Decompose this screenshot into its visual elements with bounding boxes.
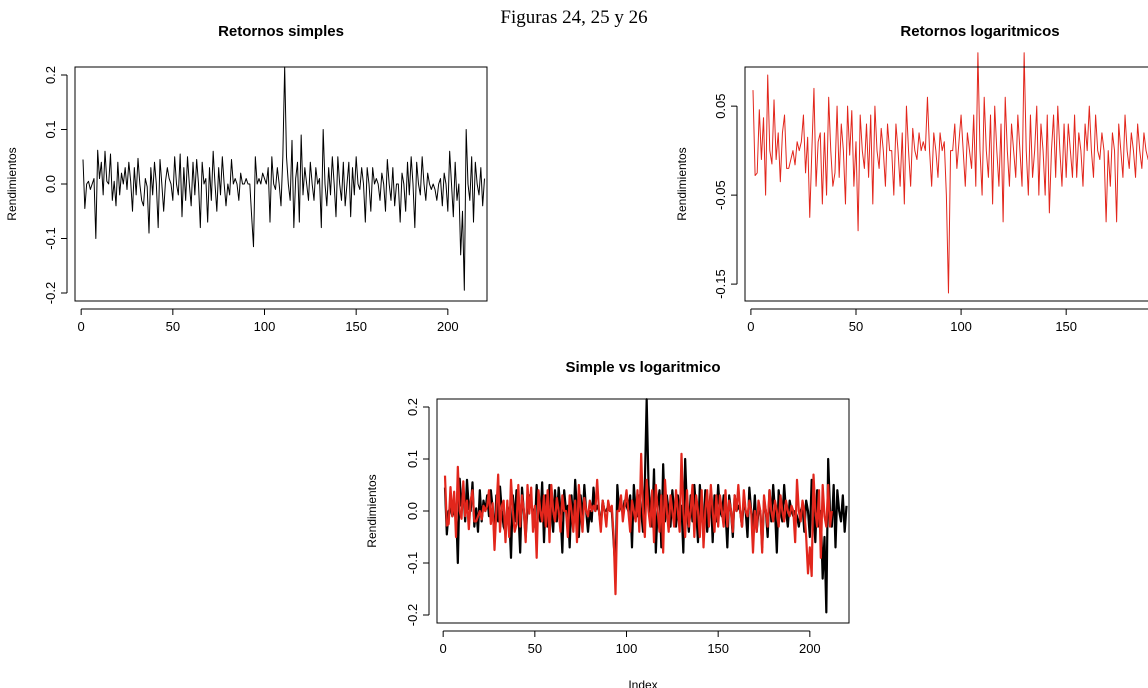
y-tick-label-0-2: -0.2: [405, 604, 420, 626]
y-tick-label-0-0: 0.0: [405, 502, 420, 520]
x-tick-label-50: 50: [166, 319, 180, 334]
y-axis-label: Rendimientos: [365, 474, 379, 547]
x-tick-label-0: 0: [440, 641, 447, 656]
x-tick-label-50: 50: [849, 319, 863, 334]
x-tick-label-200: 200: [799, 641, 821, 656]
plot-frame: [744, 66, 1148, 302]
y-tick-label-0-15: -0.15: [713, 269, 728, 299]
chart-title: Retornos logaritmicos: [900, 23, 1059, 40]
y-tick-label-0-1: -0.1: [43, 227, 58, 249]
plot-frame: [74, 66, 488, 302]
x-tick-label-50: 50: [528, 641, 542, 656]
x-tick-label-200: 200: [437, 319, 459, 334]
x-tick-label-100: 100: [254, 319, 276, 334]
y-axis-label: Rendimientos: [675, 147, 689, 220]
y-tick-label-0-1: 0.1: [43, 120, 58, 138]
chart-retornos-logaritmicos: Retornos logaritmicos050100150200Index-0…: [675, 23, 1148, 334]
y-axis-label: Rendimientos: [5, 147, 19, 220]
chart-title: Retornos simples: [218, 23, 344, 40]
chart-retornos-simples: Retornos simples050100150200Index-0.2-0.…: [5, 23, 488, 334]
series-line-log: [752, 52, 1148, 294]
chart-simple-vs-logaritmico: Simple vs logaritmico 0 50 100 150 200 Index -0…: [365, 359, 850, 688]
x-tick-label-0: 0: [747, 319, 754, 334]
chart-title: Simple vs logaritmico: [565, 359, 720, 376]
y-tick-label-0-05: -0.05: [713, 180, 728, 210]
y-tick-label-0-1: 0.1: [405, 450, 420, 468]
x-tick-label-150: 150: [707, 641, 729, 656]
y-tick-label-0-2: 0.2: [43, 66, 58, 84]
page-title: Figuras 24, 25 y 26: [500, 7, 648, 28]
y-tick-label-0-0: 0.0: [43, 175, 58, 193]
x-tick-label-100: 100: [616, 641, 638, 656]
x-tick-label-100: 100: [950, 319, 972, 334]
y-tick-label-0-2: 0.2: [405, 398, 420, 416]
series-line-log: [443, 452, 833, 596]
series-line-simple: [82, 66, 485, 291]
y-tick-label-0-2: -0.2: [43, 282, 58, 304]
y-tick-label-0-05: 0.05: [713, 93, 728, 118]
x-tick-label-0: 0: [78, 319, 85, 334]
x-axis-label: Index: [628, 678, 657, 688]
x-tick-label-150: 150: [1055, 319, 1077, 334]
y-tick-label-0-1: -0.1: [405, 552, 420, 574]
plot-frame: [436, 398, 850, 624]
x-tick-label-150: 150: [345, 319, 367, 334]
